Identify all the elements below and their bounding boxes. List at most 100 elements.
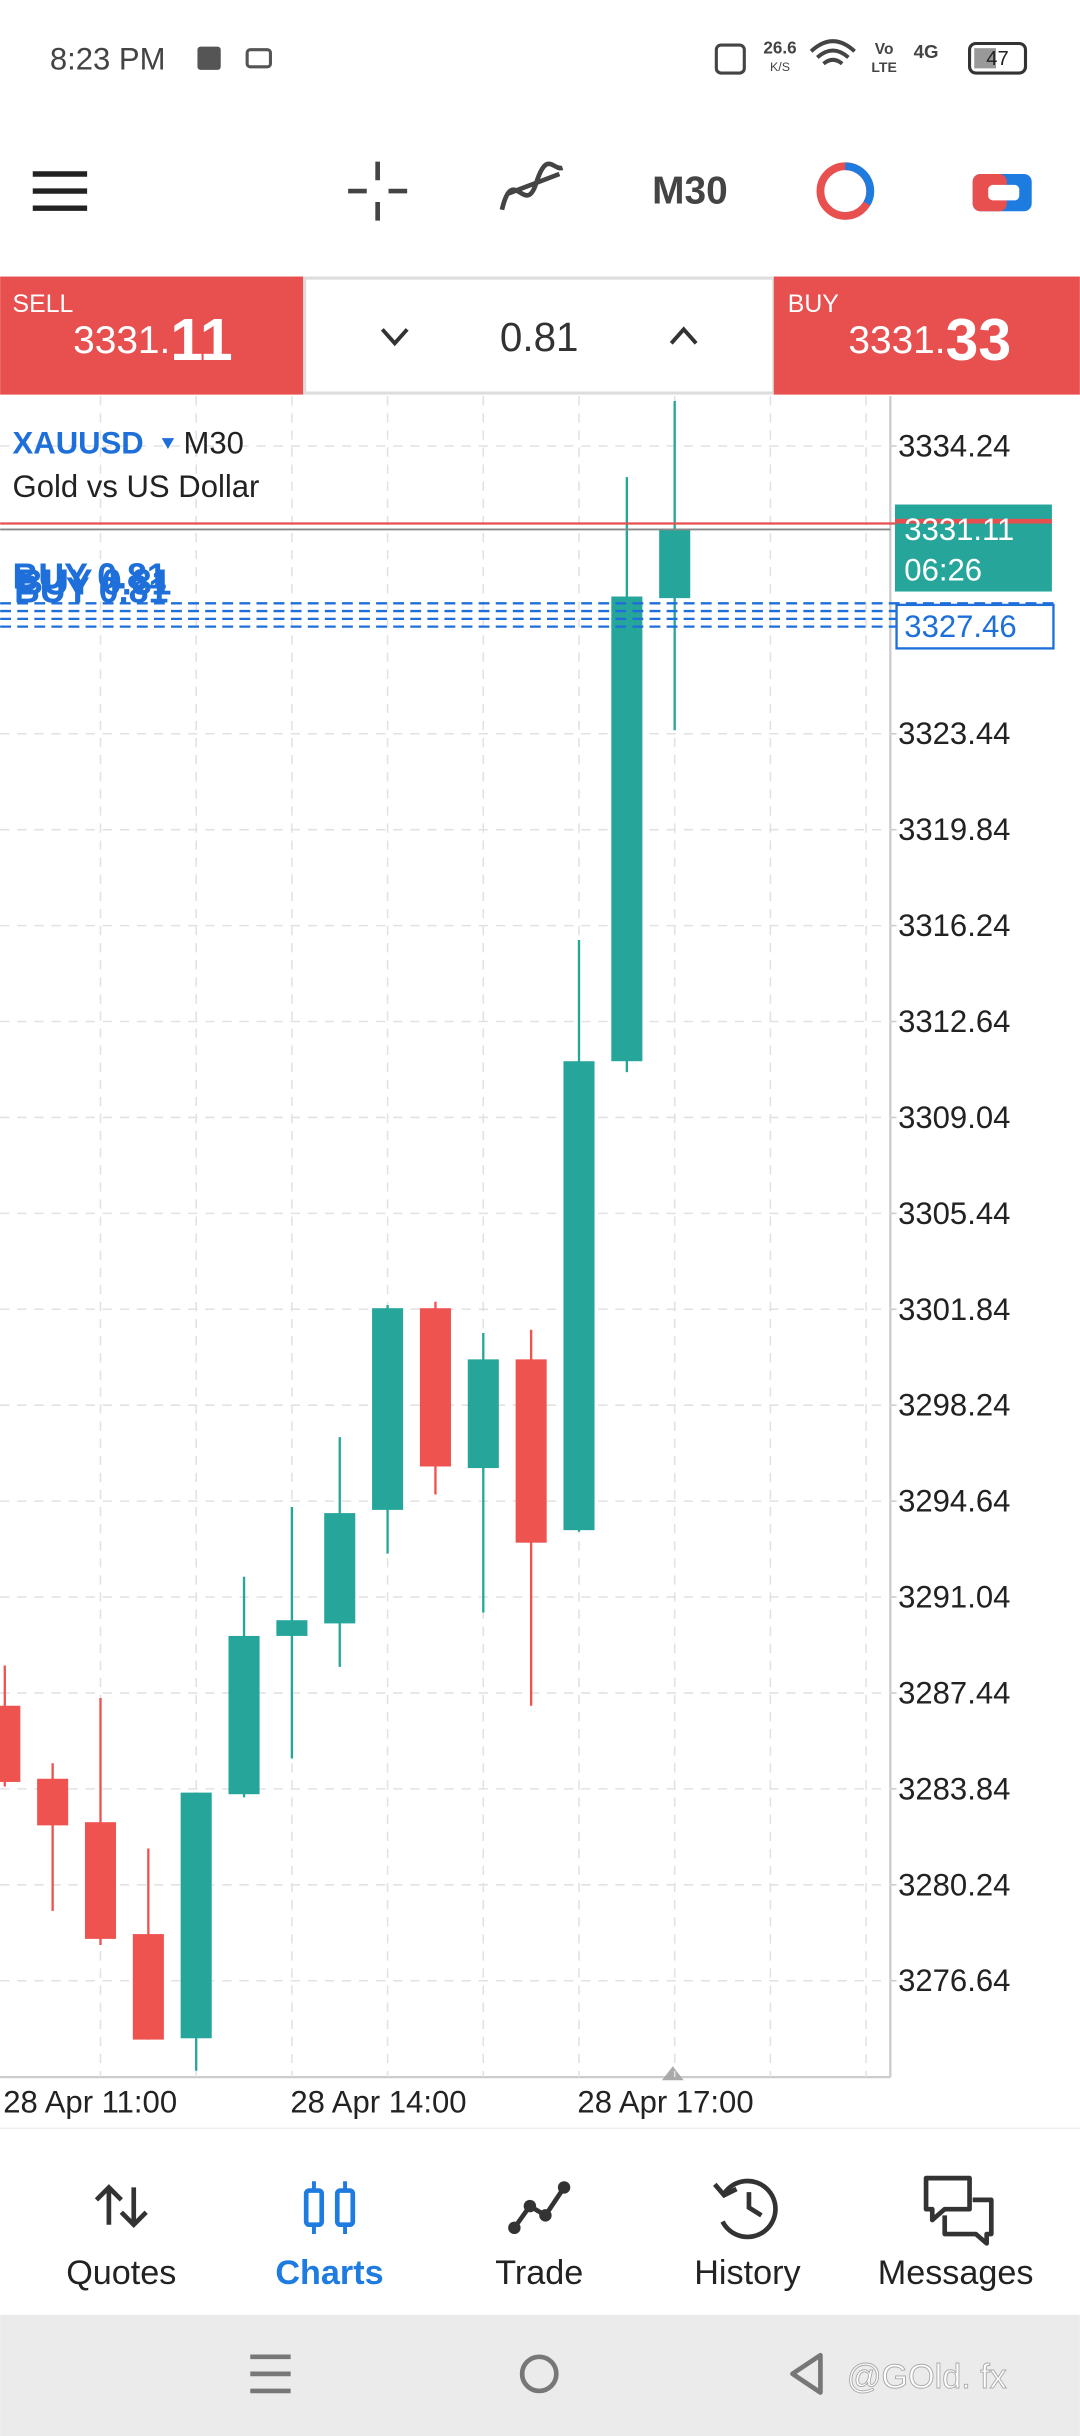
order-price-label: 3327.46 — [904, 609, 1016, 644]
y-tick-label: 3334.24 — [898, 428, 1010, 463]
trade-icon-dot — [557, 2181, 571, 2194]
order-label: BUY 0.81 — [13, 556, 167, 596]
candle-body — [659, 529, 691, 599]
y-tick-label: 3309.04 — [898, 1100, 1010, 1135]
candle-body — [180, 1792, 212, 2039]
history-icon — [713, 2178, 778, 2240]
back-button[interactable] — [790, 2352, 823, 2395]
buy-price: 3331.33 — [848, 307, 1011, 373]
y-tick-label: 3280.24 — [898, 1867, 1010, 1902]
nfc-icon — [714, 43, 746, 75]
x-tick-label: 28 Apr 17:00 — [577, 2084, 753, 2119]
trade-icon-dot — [539, 2209, 552, 2222]
battery-outline — [968, 41, 1028, 75]
trade-panel: SELL 3331.11 0.81 BUY 3331.33 — [0, 276, 1080, 395]
lot-increase[interactable] — [669, 326, 698, 345]
y-tick-label: 3291.04 — [898, 1580, 1010, 1615]
status-time: 8:23 PM — [50, 42, 166, 77]
trade-icon-dot — [508, 2221, 521, 2235]
timeframe-button[interactable]: M30 — [652, 170, 728, 213]
symbol-dropdown[interactable] — [161, 438, 175, 449]
bid-price-label: 3331.11 — [904, 512, 1014, 547]
nav-background — [0, 2128, 1080, 2315]
candle-body — [515, 1359, 547, 1543]
candle-body — [419, 1308, 451, 1467]
x-tick-label: 28 Apr 11:00 — [3, 2084, 177, 2119]
trade-icon-line — [512, 2186, 567, 2230]
recents-button[interactable] — [250, 2354, 291, 2394]
candle-body — [563, 1061, 595, 1531]
sell-price-main: 3331. — [73, 319, 170, 362]
mail-icon — [245, 48, 273, 69]
nav-label[interactable]: Messages — [878, 2254, 1034, 2292]
y-tick-label: 3319.84 — [898, 812, 1010, 847]
status-bar: 8:23 PM 26.6 K/S Vo LTE 4G 47 — [50, 39, 1028, 77]
sell-button[interactable] — [0, 276, 305, 395]
sell-label: SELL — [13, 291, 74, 318]
candle-body — [0, 1705, 21, 1782]
sell-price: 3331.11 — [73, 307, 233, 373]
y-tick-label: 3276.64 — [898, 1963, 1010, 1998]
lot-value[interactable]: 0.81 — [500, 314, 579, 360]
chart-timeframe: M30 — [183, 425, 243, 460]
system-nav: @GOld. fx — [0, 2314, 1080, 2436]
buy-price-main: 3331. — [848, 319, 945, 362]
current-bar-marker — [661, 2066, 684, 2081]
nav-label[interactable]: Charts — [275, 2254, 383, 2292]
y-tick-label: 3305.44 — [898, 1196, 1010, 1231]
x-tick-label: 28 Apr 14:00 — [290, 2084, 466, 2119]
ask-price-edge — [894, 518, 1052, 524]
bar-countdown: 06:26 — [904, 552, 982, 587]
facebook-icon — [197, 46, 221, 70]
order-label: BUY 0.81 — [17, 563, 171, 603]
buy-label: BUY — [788, 291, 840, 318]
buy-button[interactable] — [773, 276, 1080, 395]
candle-body — [324, 1513, 356, 1624]
battery-text: 47 — [986, 48, 1008, 70]
candle-body — [467, 1359, 499, 1469]
nav-label[interactable]: Trade — [495, 2254, 583, 2292]
home-button[interactable] — [519, 2354, 559, 2394]
messages-icon — [923, 2175, 994, 2246]
candle-body — [84, 1822, 117, 1939]
symbol[interactable]: XAUUSD — [13, 425, 144, 460]
charts-icon-body — [334, 2188, 356, 2228]
y-tick-label: 3323.44 — [898, 716, 1010, 751]
volte-top: Vo — [875, 41, 894, 58]
y-tick-label: 3287.44 — [898, 1675, 1010, 1710]
y-tick-label: 3312.64 — [898, 1004, 1010, 1039]
chart: 3334.24 3323.44 3319.84 3316.24 3312.64 3309.… — [0, 396, 1054, 2119]
indicators-button[interactable] — [499, 161, 564, 211]
y-tick-label: 3301.84 — [898, 1292, 1010, 1327]
y-tick-label: 3294.64 — [898, 1484, 1010, 1519]
candle-body — [276, 1620, 308, 1636]
lot-box — [303, 276, 776, 395]
trade-toggle-knob — [988, 184, 1020, 201]
y-tick-label: 3283.84 — [898, 1771, 1010, 1806]
candle-body — [228, 1635, 260, 1795]
y-tick-label: 3316.24 — [898, 908, 1010, 943]
candle-body — [37, 1778, 69, 1826]
system-nav-background — [0, 2314, 1080, 2436]
order-price-box — [895, 603, 1055, 650]
objects-button-accent — [845, 162, 875, 206]
toolbar: M30 — [32, 161, 1032, 221]
network-type: 4G — [914, 41, 939, 62]
speed: 26.6 — [763, 39, 796, 58]
menu-button[interactable] — [32, 171, 88, 211]
lot-decrease[interactable] — [380, 328, 409, 347]
nav-label[interactable]: Quotes — [66, 2254, 176, 2292]
symbol-description: Gold vs US Dollar — [13, 469, 260, 504]
nav-label[interactable]: History — [694, 2254, 801, 2292]
candle-body — [132, 1934, 164, 2040]
battery-level — [974, 48, 996, 69]
y-tick-label: 3298.24 — [898, 1388, 1010, 1423]
crosshair-button[interactable] — [348, 161, 408, 221]
candle-body — [372, 1308, 404, 1510]
candle-body — [611, 596, 643, 1062]
trade-icon-dot — [523, 2199, 537, 2213]
bottom-nav: Quotes Charts Trade History Messages — [0, 2127, 1080, 2315]
